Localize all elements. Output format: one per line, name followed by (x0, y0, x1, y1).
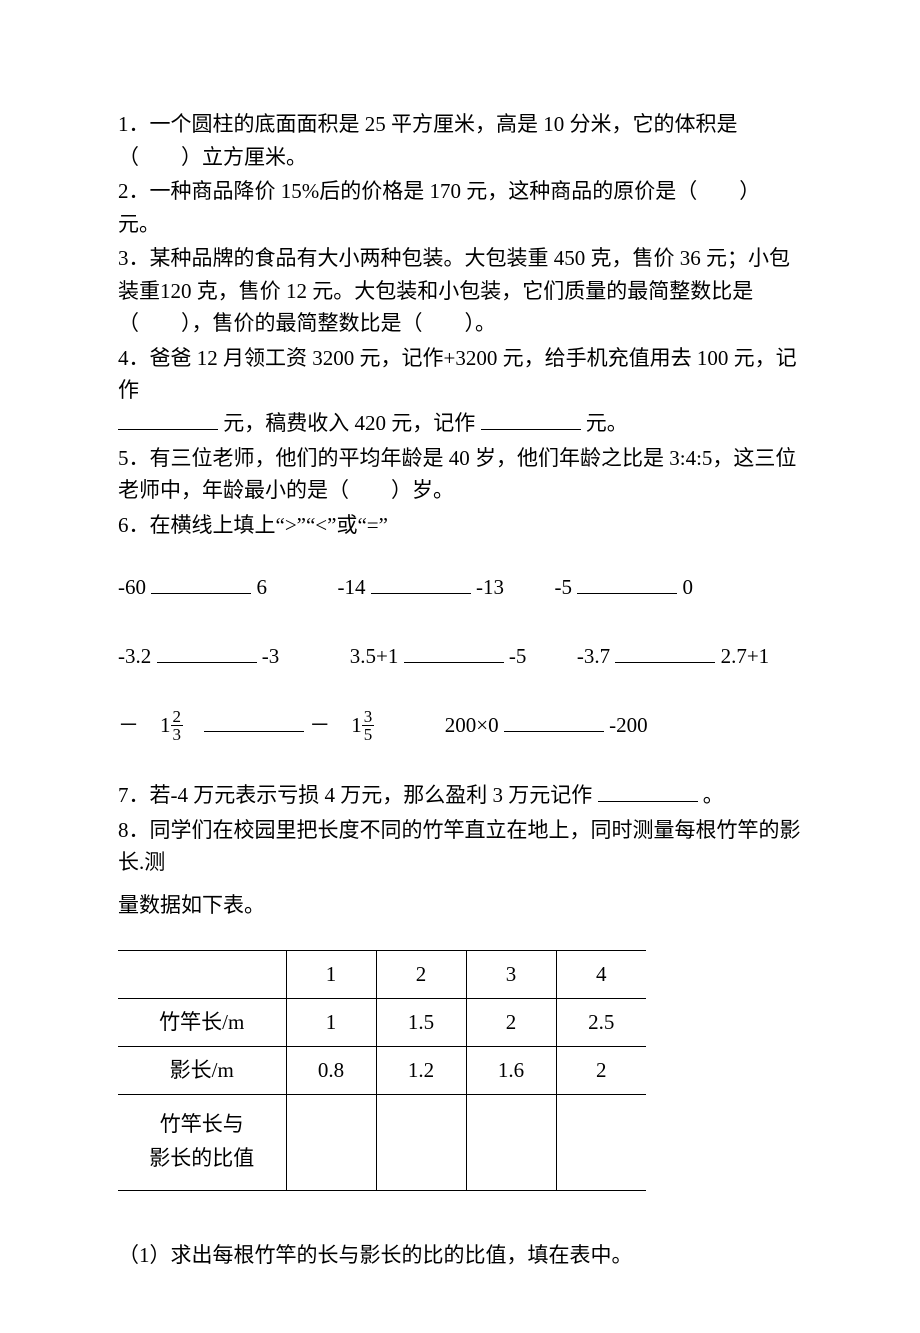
question-1: 1．一个圆柱的底面面积是 25 平方厘米，高是 10 分米，它的体积是（ ）立方… (118, 108, 802, 173)
r0c1: 1 (286, 998, 376, 1046)
th-2: 2 (376, 950, 466, 998)
compare-row-1: -60 6 -14 -13 -5 0 (118, 571, 802, 604)
r2-e: -3.7 (577, 640, 610, 673)
tall-l2: 影长的比值 (149, 1146, 254, 1170)
r2-c: 3.5+1 (350, 640, 399, 673)
r2-a: -3.2 (118, 640, 151, 673)
r2-f: 2.7+1 (721, 640, 770, 673)
compare-row-2: -3.2 -3 3.5+1 -5 -3.7 2.7+1 (118, 640, 802, 673)
q7-text-a: 7．若-4 万元表示亏损 4 万元，那么盈利 3 万元记作 (118, 783, 592, 807)
r1-b: 6 (257, 571, 268, 604)
data-table-wrap: 1 2 3 4 竹竿长/m 1 1.5 2 2.5 影长/m 0.8 1.2 1… (118, 950, 802, 1191)
q4-text-b: 元，稿费收入 420 元，记作 (223, 411, 475, 435)
th-3: 3 (466, 950, 556, 998)
q4-text-c: 元。 (586, 411, 628, 435)
r2-d: -5 (509, 640, 527, 673)
r1-a: -60 (118, 571, 146, 604)
r1-blank-3[interactable] (577, 571, 677, 594)
question-2: 2．一种商品降价 15%后的价格是 170 元，这种商品的原价是（ ）元。 (118, 175, 802, 240)
r2-blank-1[interactable] (157, 640, 257, 663)
r1c3: 1.6 (466, 1046, 556, 1094)
r1c1: 0.8 (286, 1046, 376, 1094)
r3-left-mixed: － 123 (118, 713, 188, 737)
r3-pre1: － 1 (118, 713, 171, 737)
question-8-line1: 8．同学们在校园里把长度不同的竹竿直立在地上，同时测量每根竹竿的影长.测 (118, 814, 802, 879)
sub-question-1: （1）求出每根竹竿的长与影长的比的比值，填在表中。 (118, 1239, 802, 1272)
th-1: 1 (286, 950, 376, 998)
r0c0: 竹竿长/m (118, 998, 286, 1046)
r3-blank-2[interactable] (504, 708, 604, 731)
r3-frac2-d: 5 (362, 726, 375, 743)
r3-frac2-n: 3 (362, 708, 375, 726)
r3-frac1-n: 2 (171, 708, 184, 726)
compare-row-3: － 123 － 135 200×0 -200 (118, 708, 802, 743)
r3-c: 200×0 (445, 709, 499, 742)
r2-blank-3[interactable] (615, 640, 715, 663)
r3-d: -200 (609, 709, 648, 742)
q7-text-b: 。 (703, 783, 724, 807)
question-6: 6．在横线上填上“>”“<”或“=” (118, 509, 802, 542)
r2c2[interactable] (376, 1094, 466, 1190)
r1-e: -5 (555, 571, 573, 604)
th-0 (118, 950, 286, 998)
tall-l1: 竹竿长与 (160, 1112, 244, 1136)
r1-blank-1[interactable] (151, 571, 251, 594)
worksheet-page: 1．一个圆柱的底面面积是 25 平方厘米，高是 10 分米，它的体积是（ ）立方… (0, 0, 920, 1333)
r1-blank-2[interactable] (371, 571, 471, 594)
r3-right-mixed: － 135 (309, 713, 379, 737)
r0c3: 2 (466, 998, 556, 1046)
q4-blank-1[interactable] (118, 407, 218, 430)
r1-f: 0 (683, 571, 694, 604)
r1c0: 影长/m (118, 1046, 286, 1094)
r2-b: -3 (262, 640, 280, 673)
question-8-line2: 量数据如下表。 (118, 889, 802, 922)
r2-blank-2[interactable] (404, 640, 504, 663)
r2c4[interactable] (556, 1094, 646, 1190)
r0c2: 1.5 (376, 998, 466, 1046)
data-table: 1 2 3 4 竹竿长/m 1 1.5 2 2.5 影长/m 0.8 1.2 1… (118, 950, 646, 1191)
r1-c: -14 (338, 571, 366, 604)
r1-d: -13 (476, 571, 504, 604)
r2c0: 竹竿长与 影长的比值 (118, 1094, 286, 1190)
th-4: 4 (556, 950, 646, 998)
r2c3[interactable] (466, 1094, 556, 1190)
r1c2: 1.2 (376, 1046, 466, 1094)
r3-frac-2: 35 (362, 708, 375, 743)
r1c4: 2 (556, 1046, 646, 1094)
r3-pre2: － 1 (309, 713, 362, 737)
r3-frac1-d: 3 (171, 726, 184, 743)
question-5: 5．有三位老师，他们的平均年龄是 40 岁，他们年龄之比是 3:4:5，这三位老… (118, 442, 802, 507)
q7-blank[interactable] (598, 779, 698, 802)
question-4: 4．爸爸 12 月领工资 3200 元，记作+3200 元，给手机充值用去 10… (118, 342, 802, 440)
question-7: 7．若-4 万元表示亏损 4 万元，那么盈利 3 万元记作 。 (118, 779, 802, 812)
q4-blank-2[interactable] (481, 407, 581, 430)
r3-blank-1[interactable] (204, 708, 304, 731)
q4-text-a: 4．爸爸 12 月领工资 3200 元，记作+3200 元，给手机充值用去 10… (118, 346, 797, 403)
r3-frac-1: 23 (171, 708, 184, 743)
r2c1[interactable] (286, 1094, 376, 1190)
question-3: 3．某种品牌的食品有大小两种包装。大包装重 450 克，售价 36 元；小包装重… (118, 242, 802, 340)
r0c4: 2.5 (556, 998, 646, 1046)
